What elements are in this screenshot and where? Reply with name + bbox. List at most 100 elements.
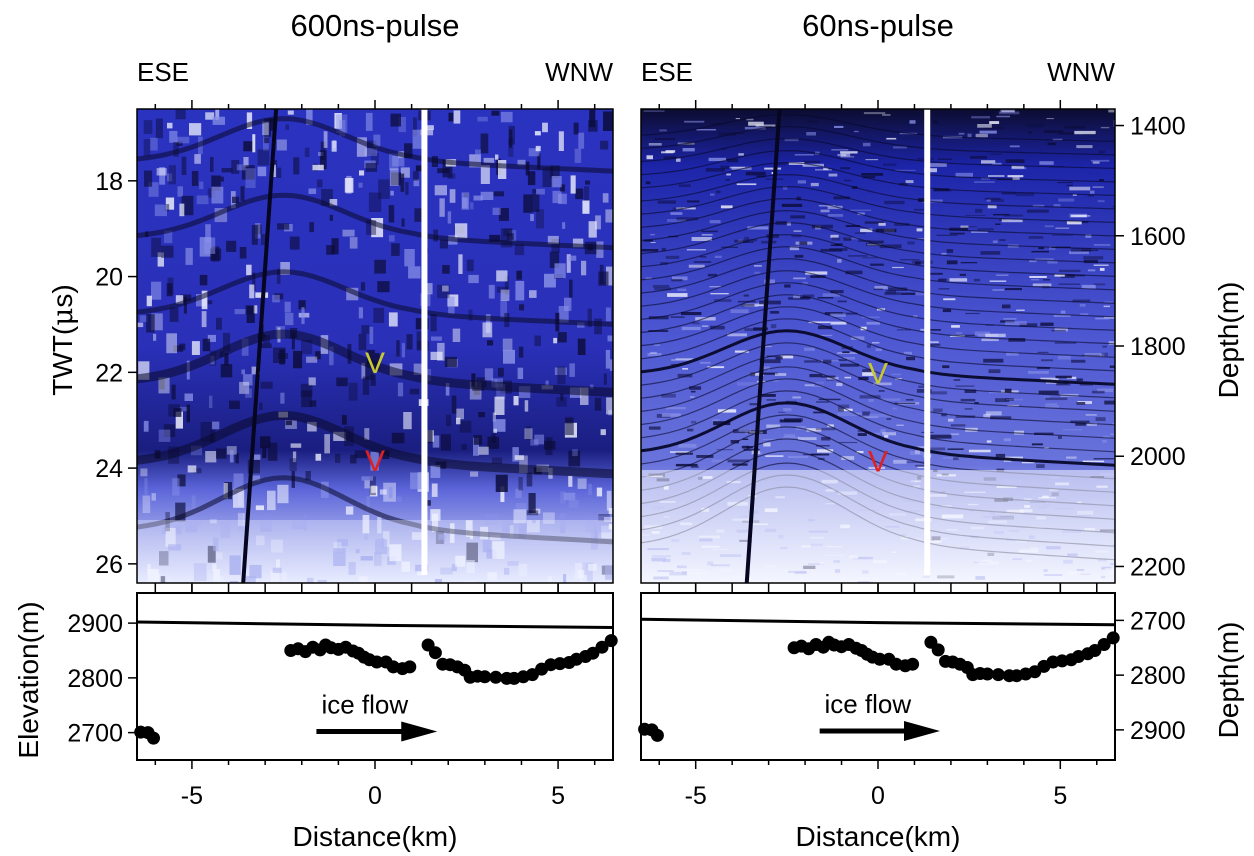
- radar-speckle: [810, 275, 826, 278]
- radar-speckle: [562, 222, 566, 229]
- radar-speckle: [441, 434, 451, 451]
- radar-speckle: [802, 160, 821, 163]
- radar-speckle: [388, 312, 398, 327]
- radar-speckle: [641, 249, 659, 252]
- radar-speckle: [213, 569, 221, 582]
- radar-speckle: [336, 377, 348, 387]
- radar-speckle: [1100, 126, 1110, 129]
- radar-speckle: [190, 445, 202, 456]
- radar-speckle: [489, 234, 501, 242]
- radar-speckle: [894, 402, 916, 404]
- radar-speckle: [988, 369, 1001, 374]
- radar-speckle: [224, 352, 229, 366]
- radar-speckle: [969, 155, 987, 159]
- radar-speckle: [527, 520, 540, 533]
- radar-speckle: [175, 502, 186, 522]
- radar-speckle: [805, 271, 828, 275]
- radar-speckle: [603, 373, 607, 385]
- radar-speckle: [981, 338, 999, 342]
- radar-speckle: [365, 362, 375, 380]
- radar-speckle: [759, 300, 781, 305]
- x-tick-label: 5: [1053, 782, 1067, 810]
- radar-speckle: [500, 300, 507, 318]
- radar-speckle: [937, 158, 953, 160]
- radar-speckle: [585, 516, 596, 533]
- radar-speckle: [488, 284, 495, 299]
- radar-speckle: [554, 367, 567, 375]
- radar-speckle: [764, 167, 782, 170]
- radar-speckle: [492, 207, 501, 215]
- radar-speckle: [493, 419, 506, 432]
- radar-speckle: [995, 223, 1001, 225]
- radar-speckle: [863, 112, 886, 115]
- radar-speckle: [754, 271, 761, 274]
- radar-speckle: [263, 136, 269, 151]
- radar-speckle: [955, 172, 973, 177]
- radar-speckle: [690, 396, 695, 398]
- radar-speckle: [827, 424, 834, 427]
- radar-speckle: [708, 157, 727, 162]
- radar-speckle: [643, 239, 653, 242]
- radar-speckle: [1058, 198, 1075, 202]
- radar-speckle: [473, 195, 483, 201]
- radar-speckle: [1112, 422, 1115, 425]
- radar-speckle: [720, 205, 733, 209]
- radar-speckle: [661, 247, 666, 252]
- radar-speckle: [348, 382, 358, 401]
- radar-speckle: [989, 121, 1000, 124]
- radar-speckle: [883, 163, 897, 167]
- radar-speckle: [938, 288, 950, 290]
- radar-speckle: [643, 110, 665, 112]
- bed-point: [604, 634, 618, 648]
- radar-speckle: [974, 181, 995, 183]
- radar-speckle: [377, 281, 390, 293]
- radar-speckle: [837, 404, 850, 408]
- radar-speckle: [1071, 248, 1092, 252]
- radar-speckle: [474, 388, 480, 395]
- radar-speckle: [802, 294, 815, 298]
- radar-speckle: [960, 398, 976, 402]
- radar-speckle: [712, 419, 720, 422]
- radar-speckle: [748, 121, 764, 126]
- radar-speckle: [260, 381, 273, 389]
- radar-speckle: [527, 171, 536, 186]
- radar-speckle: [794, 254, 804, 258]
- radar-speckle: [515, 488, 522, 498]
- radar-speckle: [315, 453, 322, 461]
- radar-speckle: [335, 453, 341, 463]
- ice-flow-label: ice flow: [824, 689, 911, 719]
- radar-speckle: [710, 193, 715, 196]
- radar-speckle: [1076, 402, 1086, 405]
- radar-speckle: [492, 412, 496, 422]
- radar-speckle: [300, 383, 313, 397]
- radar-speckle: [905, 399, 914, 401]
- radar-speckle: [861, 173, 883, 176]
- radar-speckle: [893, 459, 907, 464]
- radar-speckle: [645, 277, 652, 280]
- radar-speckle: [746, 446, 753, 449]
- radar-speckle: [933, 408, 943, 413]
- radar-speckle: [573, 122, 579, 135]
- radar-speckle: [448, 296, 455, 315]
- radar-speckle: [153, 333, 157, 341]
- radar-speckle: [606, 490, 612, 511]
- radar-speckle: [177, 474, 186, 487]
- radar-speckle: [1060, 310, 1066, 314]
- radar-speckle: [362, 376, 370, 395]
- radar-speckle: [229, 400, 240, 409]
- radar-speckle: [482, 540, 492, 553]
- radar-speckle: [1093, 458, 1114, 460]
- x-tick-label: 5: [551, 782, 565, 810]
- radar-speckle: [349, 237, 358, 249]
- radar-speckle: [837, 153, 847, 157]
- radar-speckle: [239, 247, 247, 259]
- radar-speckle: [494, 396, 505, 415]
- radar-speckle: [568, 450, 581, 467]
- radar-speckle: [659, 129, 667, 132]
- radar-speckle: [734, 350, 749, 353]
- radar-speckle: [660, 262, 668, 265]
- radar-speckle: [841, 456, 855, 460]
- radar-speckle: [691, 237, 712, 241]
- radar-speckle: [477, 116, 488, 122]
